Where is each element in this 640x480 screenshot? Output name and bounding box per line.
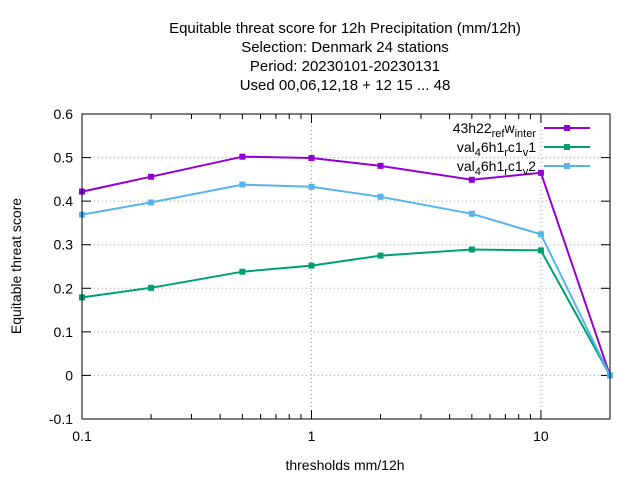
x-tick-label: 0.1 bbox=[72, 428, 92, 444]
data-point bbox=[148, 284, 155, 291]
legend-swatch-marker bbox=[564, 144, 570, 150]
y-tick-label: 0.2 bbox=[54, 280, 74, 296]
data-point bbox=[308, 183, 315, 190]
data-point bbox=[468, 210, 475, 217]
data-point bbox=[468, 246, 475, 253]
title-line-1: Equitable threat score for 12h Precipita… bbox=[169, 20, 521, 37]
y-tick-label: 0.5 bbox=[54, 150, 74, 166]
data-point bbox=[468, 176, 475, 183]
series-line-1 bbox=[81, 155, 611, 376]
series-line-3 bbox=[81, 183, 611, 376]
x-tick-label: 1 bbox=[308, 428, 316, 444]
data-point bbox=[537, 231, 544, 238]
series-line-2 bbox=[81, 248, 611, 376]
x-axis-label: thresholds mm/12h bbox=[285, 457, 404, 473]
series-lines bbox=[79, 153, 613, 379]
data-point bbox=[148, 199, 155, 206]
plot-frame bbox=[81, 113, 611, 420]
legend-swatch-marker bbox=[564, 125, 570, 131]
legend-swatch-marker bbox=[564, 163, 570, 169]
y-tick-label: 0.1 bbox=[54, 324, 74, 340]
data-point bbox=[537, 169, 544, 176]
data-point bbox=[148, 173, 155, 180]
title-line-4: Used 00,06,12,18 + 12 15 ... 48 bbox=[240, 77, 451, 94]
legend-label-1: 43h22refwinter bbox=[453, 120, 537, 140]
data-point bbox=[239, 268, 246, 275]
data-point bbox=[308, 262, 315, 269]
y-tick-label: 0.6 bbox=[54, 106, 74, 122]
data-point bbox=[377, 252, 384, 259]
y-tick-label: 0 bbox=[65, 367, 73, 383]
title-line-3: Period: 20230101-20230131 bbox=[250, 58, 440, 75]
data-point bbox=[239, 153, 246, 160]
data-point bbox=[377, 193, 384, 200]
y-tick-label: 0.3 bbox=[54, 237, 74, 253]
data-point bbox=[308, 155, 315, 162]
chart-title: Equitable threat score for 12h Precipita… bbox=[169, 20, 521, 94]
y-tick-label: 0.4 bbox=[54, 193, 74, 209]
data-point bbox=[537, 247, 544, 254]
data-point bbox=[239, 181, 246, 188]
legend-label-3: val46h1rc1v2 bbox=[457, 158, 536, 178]
x-tick-label: 10 bbox=[533, 428, 549, 444]
y-tick-label: -0.1 bbox=[49, 411, 73, 427]
data-point bbox=[377, 162, 384, 169]
title-line-2: Selection: Denmark 24 stations bbox=[241, 39, 449, 56]
y-axis-label: Equitable threat score bbox=[8, 198, 24, 334]
legend-label-2: val46h1rc1v1 bbox=[457, 139, 536, 159]
tick-labels: -0.1 0 0.1 0.2 0.3 0.4 0.5 0.6 0.1 1 10 bbox=[49, 106, 549, 444]
